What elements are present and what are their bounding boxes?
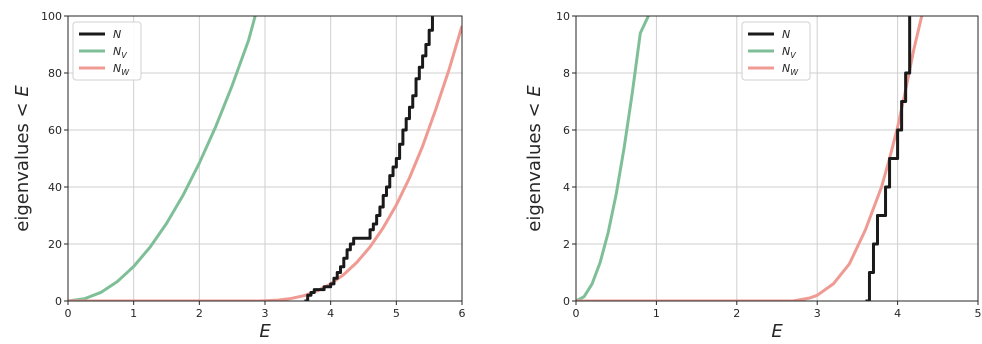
y-tick-label: 0 xyxy=(563,295,570,308)
y-tick-label: 20 xyxy=(48,238,62,251)
y-tick-label: 60 xyxy=(48,124,62,137)
x-tick-label: 3 xyxy=(814,307,821,320)
plot-frame xyxy=(575,15,979,302)
y-tick-label: 80 xyxy=(48,67,62,80)
y-tick-label: 0 xyxy=(55,295,62,308)
y-tick-label: 4 xyxy=(563,181,570,194)
legend-box xyxy=(741,21,811,81)
x-axis-label: E xyxy=(771,321,783,342)
legend-box xyxy=(72,21,142,81)
x-tick-label: 1 xyxy=(653,307,660,320)
x-tick-label: 0 xyxy=(573,307,580,320)
y-tick-label: 100 xyxy=(41,10,62,23)
y-tick-label: 2 xyxy=(563,238,570,251)
x-axis-label: E xyxy=(259,321,271,342)
x-tick-label: 4 xyxy=(327,307,334,320)
x-tick-label: 0 xyxy=(65,307,72,320)
series-line-n xyxy=(304,16,434,301)
x-tick-label: 5 xyxy=(975,307,982,320)
y-tick-label: 40 xyxy=(48,181,62,194)
x-tick-label: 5 xyxy=(393,307,400,320)
series-line-n-v xyxy=(68,15,257,301)
y-axis-label: eigenvalues < E xyxy=(524,85,545,232)
series-line-n xyxy=(865,16,912,301)
y-axis-label: eigenvalues < E xyxy=(12,85,33,232)
x-tick-label: 2 xyxy=(196,307,203,320)
x-tick-label: 6 xyxy=(459,307,466,320)
legend-label-n: N xyxy=(782,28,790,41)
legend-label-n: N xyxy=(113,28,121,41)
x-tick-label: 3 xyxy=(262,307,269,320)
x-tick-label: 4 xyxy=(894,307,901,320)
series-line-n-v xyxy=(576,15,650,301)
series-line-n-w xyxy=(68,25,462,301)
y-tick-label: 6 xyxy=(563,124,570,137)
y-tick-label: 10 xyxy=(556,10,570,23)
y-tick-label: 8 xyxy=(563,67,570,80)
x-tick-label: 2 xyxy=(733,307,740,320)
x-tick-label: 1 xyxy=(130,307,137,320)
